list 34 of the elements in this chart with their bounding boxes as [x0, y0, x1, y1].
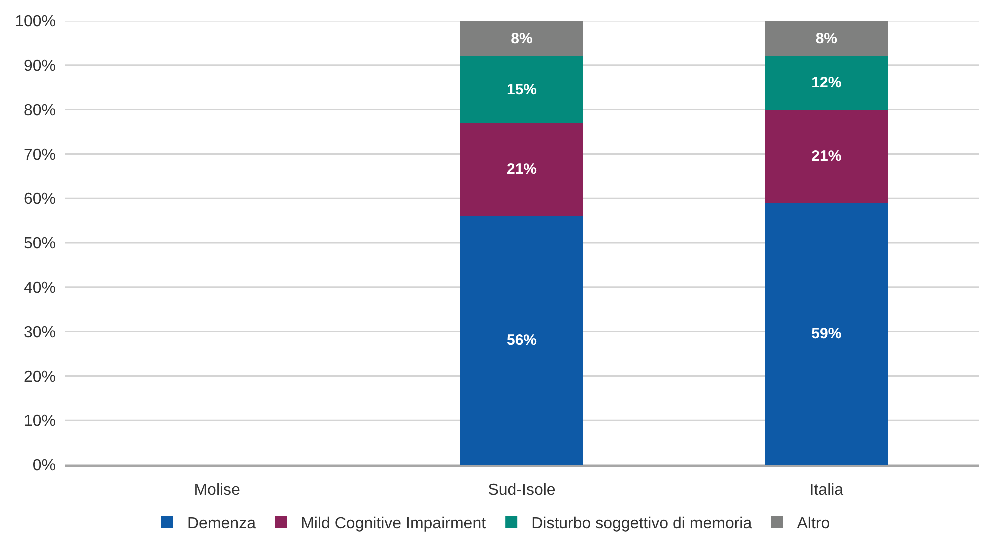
data-label: 21%: [812, 148, 842, 165]
y-tick-label: 50%: [24, 236, 56, 253]
x-tick-label: Molise: [194, 482, 241, 500]
x-tick-label: Italia: [810, 482, 844, 500]
bar: [764, 110, 888, 204]
y-tick-label: 10%: [24, 413, 56, 430]
y-tick-label: 20%: [24, 368, 56, 386]
data-label: 12%: [812, 74, 842, 92]
bar: [764, 21, 888, 57]
data-label: 15%: [506, 81, 538, 98]
data-label: 56%: [506, 332, 538, 350]
y-tick-label: 100%: [15, 14, 56, 31]
y-tick-label: 70%: [24, 146, 56, 164]
x-tick-label: Sud-Isole: [488, 482, 556, 500]
legend-label: Altro: [797, 515, 830, 532]
legend-label: Demenza: [188, 515, 256, 532]
data-label: 21%: [506, 161, 538, 178]
y-tick-label: 40%: [24, 280, 56, 297]
y-tick-label: 60%: [24, 191, 56, 208]
bar: [460, 123, 584, 216]
bar: [764, 203, 888, 465]
legend-label: Disturbo soggettivo di memoria: [532, 515, 752, 532]
bar: [764, 56, 888, 110]
data-label: 59%: [812, 326, 842, 343]
y-tick-label: 0%: [32, 458, 56, 475]
y-tick-label: 90%: [24, 58, 56, 75]
data-label: 8%: [816, 30, 838, 48]
data-label: 8%: [511, 30, 533, 48]
bar: [460, 56, 584, 124]
y-tick-label: 30%: [24, 324, 56, 342]
bar: [460, 21, 584, 57]
y-tick-label: 80%: [24, 102, 56, 120]
legend-label: Mild Cognitive Impairment: [301, 515, 487, 532]
bar: [460, 216, 584, 465]
